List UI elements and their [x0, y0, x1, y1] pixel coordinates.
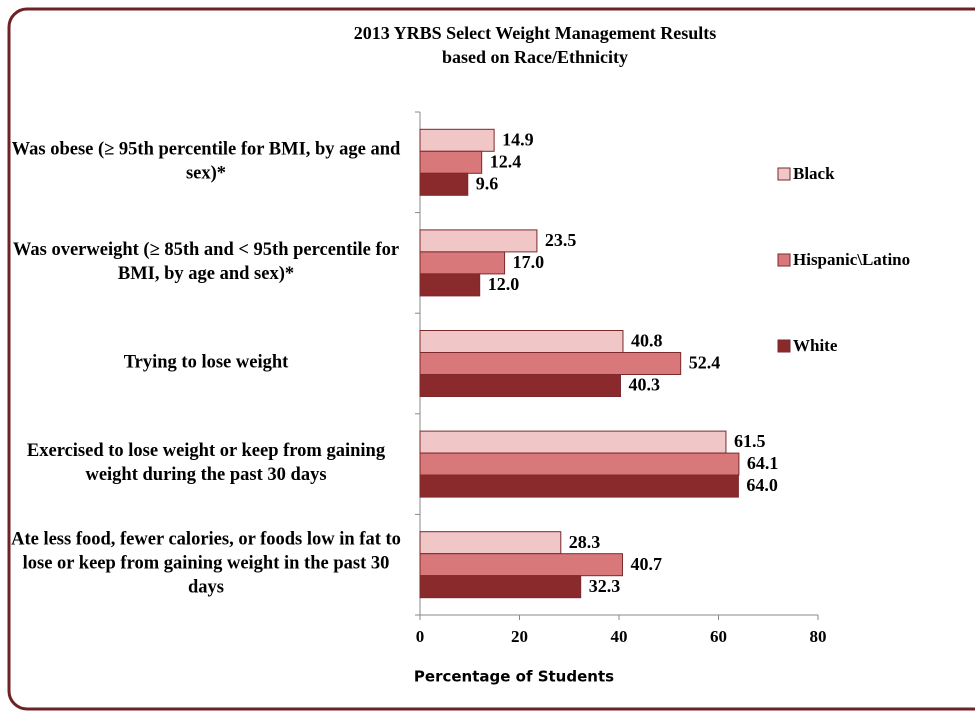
category-label-line: Ate less food, fewer calories, or foods …	[11, 530, 401, 550]
bar	[419, 229, 538, 253]
x-tick-label: 60	[710, 627, 727, 646]
bar	[419, 172, 469, 196]
value-label: 28.3	[569, 532, 601, 552]
bar	[419, 150, 483, 174]
value-label: 52.4	[689, 353, 721, 373]
category-label-line: sex)*	[186, 164, 226, 184]
value-label: 23.5	[545, 230, 577, 250]
bar	[419, 474, 739, 498]
value-label: 64.0	[746, 475, 778, 495]
legend-label: Hispanic\Latino	[793, 250, 910, 269]
bar	[419, 531, 562, 555]
category-label: Was overweight (≥ 85th and < 95th percen…	[13, 240, 399, 284]
category-label-line: Exercised to lose weight or keep from ga…	[27, 441, 386, 461]
chart-subtitle: based on Race/Ethnicity	[442, 47, 628, 67]
x-tick-label: 20	[511, 627, 528, 646]
bar	[419, 128, 495, 152]
bar	[419, 553, 623, 577]
value-label: 32.3	[589, 576, 621, 596]
legend-swatch	[777, 253, 791, 267]
value-label: 40.7	[630, 554, 662, 574]
value-label: 12.0	[488, 274, 520, 294]
value-label: 12.4	[490, 151, 522, 171]
bar	[419, 251, 506, 275]
value-label: 40.8	[631, 331, 663, 351]
value-label: 64.1	[747, 453, 779, 473]
category-label: Ate less food, fewer calories, or foods …	[11, 530, 401, 598]
bar	[419, 273, 481, 297]
value-label: 14.9	[502, 129, 534, 149]
legend-label: Black	[793, 164, 835, 183]
legend-swatch	[777, 339, 791, 353]
category-label-line: Trying to lose weight	[124, 353, 289, 373]
legend-label: White	[793, 336, 838, 355]
bar	[419, 452, 740, 476]
category-label-line: days	[188, 578, 224, 598]
x-tick-label: 0	[416, 627, 425, 646]
x-tick-label: 40	[611, 627, 628, 646]
value-label: 40.3	[628, 375, 660, 395]
bar	[419, 330, 624, 353]
category-label-line: lose or keep from gaining weight in the …	[23, 554, 390, 574]
bar	[419, 374, 621, 397]
value-label: 17.0	[513, 252, 545, 272]
category-label-line: Was overweight (≥ 85th and < 95th percen…	[13, 240, 399, 260]
bar	[419, 352, 682, 375]
category-label: Trying to lose weight	[124, 353, 289, 373]
x-axis-label: Percentage of Students	[414, 668, 614, 686]
chart-title: 2013 YRBS Select Weight Management Resul…	[354, 23, 716, 43]
category-label-line: Was obese (≥ 95th percentile for BMI, by…	[12, 140, 401, 160]
value-label: 9.6	[476, 173, 499, 193]
legend-swatch	[777, 167, 791, 181]
category-label: Exercised to lose weight or keep from ga…	[27, 441, 386, 485]
category-label-line: weight during the past 30 days	[85, 465, 326, 485]
bar	[419, 575, 582, 599]
value-label: 61.5	[734, 431, 766, 451]
category-label: Was obese (≥ 95th percentile for BMI, by…	[12, 140, 401, 184]
x-tick-label: 80	[810, 627, 827, 646]
category-label-line: BMI, by age and sex)*	[118, 264, 294, 284]
bar	[419, 430, 727, 454]
